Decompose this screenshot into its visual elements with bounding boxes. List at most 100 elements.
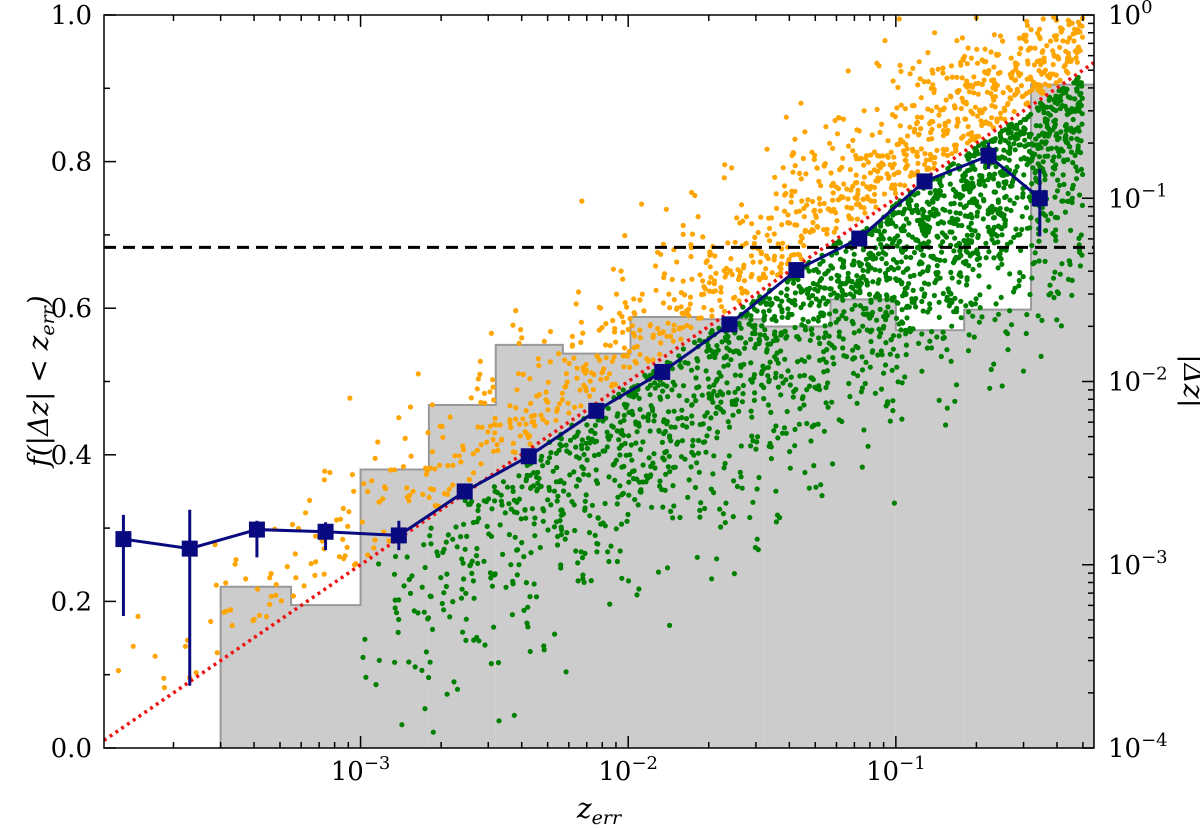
scatter-point <box>977 292 983 298</box>
scatter-point <box>461 521 467 527</box>
scatter-point <box>976 273 982 279</box>
scatter-point <box>760 363 766 369</box>
scatter-point <box>743 240 749 246</box>
scatter-point <box>764 232 770 238</box>
scatter-point <box>434 549 440 555</box>
scatter-point <box>752 234 758 240</box>
scatter-point <box>1052 194 1058 200</box>
scatter-point <box>942 258 948 264</box>
scatter-point <box>783 430 789 436</box>
scatter-point <box>846 278 853 284</box>
scatter-point <box>1046 97 1052 103</box>
scatter-point <box>576 477 583 483</box>
scatter-point <box>900 139 906 145</box>
scatter-point <box>1071 38 1077 44</box>
scatter-point <box>1012 147 1018 153</box>
scatter-point <box>942 123 948 129</box>
scatter-point <box>946 303 952 309</box>
scatter-point <box>937 192 944 198</box>
scatter-point <box>135 613 141 620</box>
scatter-point <box>664 383 670 389</box>
scatter-point <box>605 405 611 411</box>
scatter-point <box>701 304 707 311</box>
scatter-point <box>595 515 601 521</box>
scatter-point <box>1005 130 1011 136</box>
scatter-point <box>943 422 949 428</box>
scatter-point <box>885 267 891 273</box>
binned-fraction-marker <box>181 540 198 557</box>
binned-fraction-marker <box>390 527 407 544</box>
scatter-point <box>940 239 946 245</box>
scatter-point <box>951 103 958 109</box>
scatter-point <box>558 562 564 568</box>
scatter-point <box>386 538 392 544</box>
scatter-point <box>441 590 447 596</box>
scatter-point <box>813 484 819 490</box>
scatter-point <box>612 326 618 332</box>
scatter-point <box>604 429 610 435</box>
scatter-point <box>308 561 314 567</box>
scatter-point <box>674 441 680 447</box>
scatter-point <box>1047 75 1053 81</box>
scatter-point <box>750 438 756 444</box>
scatter-point <box>647 428 653 434</box>
scatter-point <box>925 50 931 56</box>
scatter-point <box>1061 157 1067 163</box>
scatter-point <box>1015 232 1021 238</box>
scatter-point <box>979 173 985 179</box>
scatter-point <box>963 248 969 254</box>
scatter-point <box>964 186 970 192</box>
scatter-point <box>1021 172 1027 178</box>
scatter-point <box>660 241 667 247</box>
scatter-point <box>638 487 644 493</box>
scatter-point <box>813 212 819 218</box>
scatter-point <box>1013 66 1019 72</box>
scatter-point <box>801 243 807 249</box>
scatter-point <box>476 515 482 521</box>
scatter-point <box>666 453 672 459</box>
scatter-point <box>937 275 943 281</box>
scatter-point <box>866 291 873 297</box>
scatter-point <box>425 616 431 622</box>
scatter-point <box>611 354 617 360</box>
scatter-point <box>447 414 453 420</box>
scatter-point <box>715 404 722 410</box>
scatter-point <box>765 402 772 408</box>
scatter-point <box>820 356 827 362</box>
scatter-point <box>969 199 976 205</box>
scatter-point <box>949 215 955 221</box>
scatter-point <box>710 471 716 477</box>
scatter-point <box>711 382 717 388</box>
scatter-point <box>667 622 673 629</box>
scatter-point <box>798 304 804 311</box>
scatter-point <box>566 360 572 366</box>
scatter-point <box>488 330 494 336</box>
scatter-point <box>964 275 970 281</box>
scatter-point <box>959 135 965 141</box>
scatter-point <box>481 390 487 396</box>
scatter-point <box>931 292 938 299</box>
scatter-point <box>514 387 520 393</box>
scatter-point <box>738 285 744 291</box>
scatter-point <box>896 239 902 245</box>
scatter-point <box>958 105 964 112</box>
scatter-point <box>490 384 496 390</box>
scatter-point <box>916 131 922 137</box>
scatter-point <box>1079 83 1085 89</box>
scatter-point <box>934 263 940 269</box>
scatter-point <box>1077 192 1083 198</box>
scatter-point <box>372 537 378 543</box>
scatter-point <box>1022 137 1028 143</box>
scatter-point <box>818 310 824 316</box>
scatter-point <box>868 183 874 189</box>
scatter-point <box>637 335 644 341</box>
scatter-point <box>540 416 546 422</box>
scatter-point <box>902 374 908 380</box>
scatter-point <box>428 541 434 547</box>
scatter-point <box>779 298 785 304</box>
scatter-point <box>874 60 880 66</box>
scatter-point <box>966 151 972 157</box>
scatter-point <box>710 349 716 355</box>
scatter-point <box>600 366 607 372</box>
scatter-point <box>906 281 912 287</box>
